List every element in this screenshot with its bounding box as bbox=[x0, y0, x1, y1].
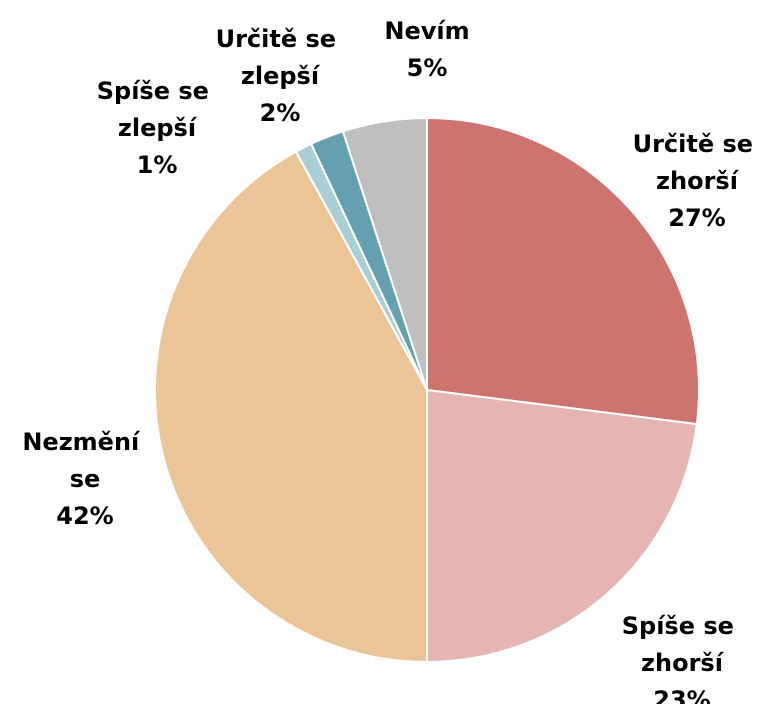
slice-value-label: 23% bbox=[653, 686, 710, 704]
slice-label: Spíše se zhorší bbox=[622, 612, 743, 677]
slice-value-label: 1% bbox=[137, 151, 178, 179]
pie-slice bbox=[341, 116, 428, 391]
pie-slice bbox=[426, 388, 698, 664]
slice-label: Určitě se zlepší bbox=[216, 25, 345, 90]
slice-value-label: 2% bbox=[260, 99, 301, 127]
slice-value-label: 5% bbox=[407, 54, 448, 82]
slice-value-label: 27% bbox=[668, 204, 725, 232]
slice-value-label: 42% bbox=[56, 502, 113, 530]
slice-label: Určitě se zhorší bbox=[633, 130, 762, 195]
pie-slice bbox=[154, 150, 428, 664]
slice-label: Nevím bbox=[384, 17, 469, 45]
slice-label: Spíše se zlepší bbox=[97, 77, 218, 142]
slice-label: Nezmění se bbox=[22, 428, 147, 493]
pie-slice bbox=[426, 116, 700, 426]
